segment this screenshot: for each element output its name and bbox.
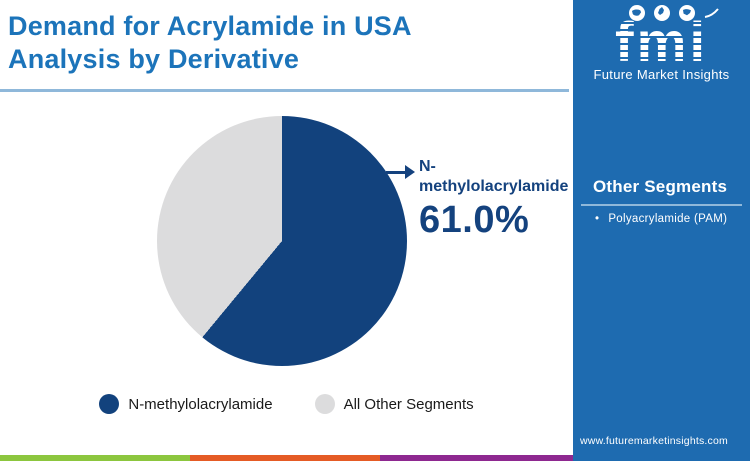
title-divider — [0, 89, 569, 92]
footer-stripes — [0, 455, 573, 461]
logo-caption: Future Market Insights — [593, 67, 730, 82]
stripe-green — [0, 455, 190, 461]
legend-item-secondary: All Other Segments — [314, 394, 474, 414]
stripe-orange — [190, 455, 380, 461]
pie-chart — [157, 116, 407, 366]
fmi-logo: fmi Future Market Insights — [573, 4, 750, 82]
callout-value: 61.0% — [419, 199, 530, 241]
page-title: Demand for Acrylamide in USA Analysis by… — [8, 10, 508, 76]
pie-callout: N- methylolacrylamide 61.0% — [419, 157, 574, 240]
callout-label-line-2: methylolacrylamide — [419, 178, 569, 195]
other-segments-heading: Other Segments — [593, 177, 728, 196]
globe-americas-icon — [629, 5, 645, 21]
brand-sidebar: fmi Future Market Insights Other Segment… — [573, 0, 750, 461]
chart-area: Demand for Acrylamide in USA Analysis by… — [0, 10, 574, 461]
callout-arrow-head-icon — [405, 165, 415, 179]
globe-asia-icon — [679, 5, 695, 21]
callout-label-line-1: N- — [419, 158, 436, 175]
stripe-purple — [380, 455, 573, 461]
legend-label-secondary: All Other Segments — [343, 395, 474, 413]
swoosh-icon — [704, 8, 719, 18]
page-title-line-1: Demand for Acrylamide in USA — [8, 11, 412, 41]
globe-europe-icon — [654, 5, 670, 21]
logo-wordmark: fmi — [573, 14, 750, 70]
legend-label-primary: N-methylolacrylamide — [128, 395, 273, 413]
legend-dot-primary — [99, 394, 120, 414]
legend-item-primary: N-methylolacrylamide — [99, 394, 273, 414]
callout-arrow — [386, 171, 407, 174]
legend: N-methylolacrylamide All Other Segments — [0, 394, 573, 414]
legend-dot-secondary — [314, 394, 335, 414]
website-link[interactable]: www.futuremarketinsights.com — [580, 435, 728, 447]
page-title-line-2: Analysis by Derivative — [8, 44, 300, 74]
other-segments-item: Polyacrylamide (PAM) — [595, 213, 727, 225]
logo-icon-row — [599, 4, 750, 22]
other-segments-divider — [581, 204, 742, 206]
